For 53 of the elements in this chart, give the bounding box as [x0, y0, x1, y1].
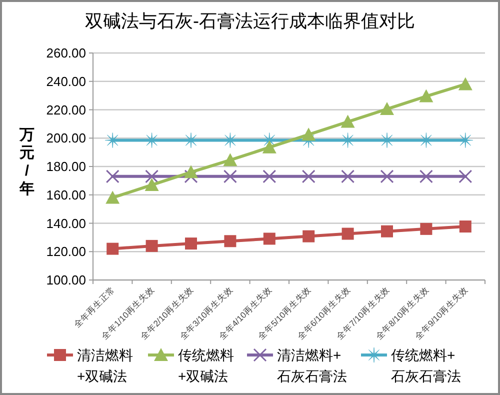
y-tick-label: 160.00 — [46, 187, 86, 202]
point — [104, 132, 120, 148]
point — [106, 242, 119, 255]
point — [223, 170, 237, 184]
point — [380, 170, 394, 184]
point — [341, 170, 355, 184]
point — [262, 170, 276, 184]
point — [302, 128, 316, 141]
point — [184, 170, 198, 184]
y-axis-title: 万元/年 — [18, 126, 34, 198]
point — [223, 153, 238, 166]
point — [222, 132, 238, 148]
point — [263, 232, 276, 245]
point — [185, 238, 197, 250]
point — [419, 89, 434, 102]
point — [302, 230, 315, 242]
point — [183, 132, 199, 148]
y-tick-label: 240.00 — [46, 74, 86, 89]
point — [340, 132, 356, 148]
point — [380, 102, 394, 116]
point — [340, 114, 355, 128]
point — [144, 132, 160, 148]
point — [342, 228, 354, 240]
y-tick-label: 220.00 — [46, 102, 86, 118]
point — [145, 170, 159, 184]
point — [184, 165, 198, 178]
legend-label: 传统燃料+ 石灰石膏法 — [391, 347, 461, 384]
point — [381, 225, 393, 238]
point — [106, 190, 120, 204]
legend-label: 清洁燃料+ 石灰石膏法 — [277, 347, 347, 384]
point — [106, 170, 120, 184]
y-tick-label: 120.00 — [46, 244, 86, 260]
point — [418, 132, 434, 148]
y-tick-label: 180.00 — [46, 159, 86, 174]
y-tick-label: 260.00 — [46, 46, 86, 60]
point — [459, 220, 472, 233]
legend-label: 清洁燃料 +双碱法 — [77, 347, 133, 384]
y-tick-label: 100.00 — [46, 272, 86, 288]
point — [262, 140, 276, 154]
point — [420, 222, 432, 235]
point — [379, 132, 395, 148]
point — [302, 170, 316, 184]
y-tick-label: 140.00 — [46, 216, 86, 231]
point — [458, 170, 472, 184]
point — [458, 77, 472, 90]
y-tick-label: 200.00 — [46, 130, 86, 146]
point — [144, 178, 159, 191]
point — [458, 132, 474, 148]
point — [146, 240, 158, 252]
chart-title: 双碱法与石灰-石膏法运行成本临界值对比 — [85, 11, 415, 31]
legend-label: 传统燃料 +双碱法 — [178, 347, 234, 384]
point — [419, 170, 433, 184]
point — [224, 235, 236, 248]
